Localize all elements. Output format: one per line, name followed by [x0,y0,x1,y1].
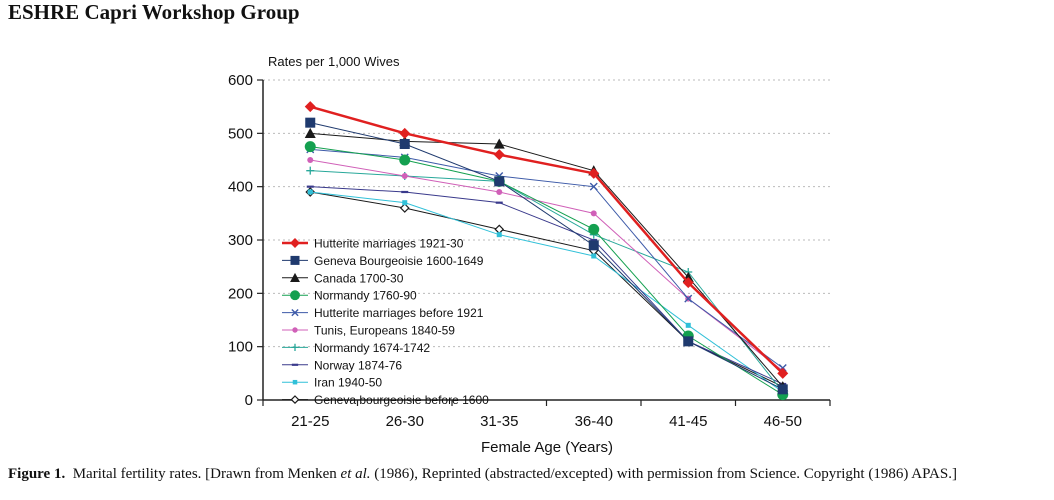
legend-marker-hutterite-marriages-before-1921 [291,308,299,317]
legend-item-tunis-europeans-1840-59: Tunis, Europeans 1840-59 [282,324,455,338]
point-hutterite-marriages-before-1921-36-40 [589,182,598,191]
point-geneva-bourgeoisie-1600-1649-21-25 [305,117,316,128]
point-hutterite-marriages-1921-30-41-45 [682,277,694,289]
x-tick-label-46-50: 46-50 [764,413,802,430]
series-line-hutterite-marriages-before-1921 [310,148,784,369]
point-geneva-bourgeoisie-1600-1649-26-30 [399,139,410,149]
legend-marker-geneva-bourgeoisie-1600-1649 [290,255,300,265]
legend-marker-normandy-1760-90 [290,290,300,301]
legend-item-norway-1874-76: Norway 1874-76 [282,358,402,372]
point-canada-1700-30-21-25 [304,127,316,139]
point-geneva-bourgeoisie-1600-1649-36-40 [588,240,599,251]
point-geneva-bourgeoisie-before-1600-31-35 [494,224,505,235]
x-axis-label: Female Age (Years) [481,439,613,456]
x-tick-label-21-25: 21-25 [291,413,329,430]
legend-label-geneva-bourgeoisie-1600-1649: Geneva Bourgeoisie 1600-1649 [314,254,484,268]
legend-marker-iran-1940-50 [292,379,298,385]
series-line-hutterite-marriages-1921-30 [309,105,784,375]
series-line-normandy-1674-1742 [310,170,784,393]
y-tick-label-600: 600 [228,72,253,89]
y-axis-label: Rates per 1,000 Wives [268,54,400,69]
legend-marker-tunis-europeans-1840-59 [292,327,298,333]
point-geneva-bourgeoisie-1600-1649-31-35 [494,176,505,187]
chart: Rates per 1,000 Wives Female Age (Years)… [228,54,831,456]
point-iran-1940-50-41-45 [685,322,691,328]
legend-label-canada-1700-30: Canada 1700-30 [314,271,404,285]
point-hutterite-marriages-1921-30-21-25 [304,101,316,113]
point-hutterite-marriages-1921-30-46-50 [777,367,789,379]
point-geneva-bourgeoisie-before-1600-26-30 [399,203,410,213]
y-tick-label-300: 300 [228,232,253,249]
legend-label-tunis-europeans-1840-59: Tunis, Europeans 1840-59 [314,324,455,338]
x-tick-label-36-40: 36-40 [575,413,613,430]
point-hutterite-marriages-1921-30-26-30 [399,127,411,139]
legend-label-normandy-1674-1742: Normandy 1674-1742 [314,341,430,355]
caption-text-2: (1986), Reprinted (abstracted/excepted) … [370,466,957,482]
x-tick-label-41-45: 41-45 [669,413,707,430]
x-tick-label-26-30: 26-30 [386,413,424,430]
legend-label-iran-1940-50: Iran 1940-50 [314,376,382,390]
point-tunis-europeans-1840-59-36-40 [590,210,597,217]
legend: Hutterite marriages 1921-30 Geneva Bourge… [282,237,489,407]
legend-item-geneva-bourgeoisie-before-1600: Geneva bourgeoisie before 1600 [282,393,489,407]
series-line-norway-1874-76 [310,186,783,385]
legend-marker-geneva-bourgeoisie-before-1600 [290,395,300,405]
figure-caption: Figure 1. Marital fertility rates. [Draw… [8,466,957,483]
point-canada-1700-30-31-35 [493,138,505,149]
point-iran-1940-50-21-25 [307,189,313,195]
legend-marker-canada-1700-30 [290,272,300,283]
legend-label-normandy-1760-90: Normandy 1760-90 [314,289,417,303]
series-geneva-bourgeoisie-1600-1649 [305,117,788,395]
point-geneva-bourgeoisie-1600-1649-41-45 [683,336,694,347]
caption-label: Figure 1. [8,466,66,482]
legend-item-hutterite-marriages-before-1921: Hutterite marriages before 1921 [282,306,484,320]
y-tick-label-400: 400 [228,179,253,196]
series-group [304,101,789,401]
x-tick-label-31-35: 31-35 [480,413,518,430]
point-geneva-bourgeoisie-1600-1649-46-50 [777,384,788,395]
caption-text-italic: et al. [340,466,371,482]
legend-item-geneva-bourgeoisie-1600-1649: Geneva Bourgeoisie 1600-1649 [282,254,484,268]
caption-text-1: Marital fertility rates. [Drawn from Men… [72,466,341,482]
point-tunis-europeans-1840-59-21-25 [307,157,314,163]
axes [257,79,831,406]
point-hutterite-marriages-1921-30-36-40 [588,167,600,179]
y-tick-label-100: 100 [228,339,253,356]
point-normandy-1760-90-21-25 [304,141,316,153]
point-iran-1940-50-31-35 [496,232,502,238]
point-hutterite-marriages-before-1921-41-45 [684,294,693,303]
point-hutterite-marriages-1921-30-31-35 [493,149,505,161]
legend-item-normandy-1760-90: Normandy 1760-90 [282,289,417,303]
x-tick-labels: 21-25 26-30 31-35 36-40 41-45 46-50 [291,413,802,430]
page-header: ESHRE Capri Workshop Group [8,0,300,24]
legend-item-hutterite-marriages-1921-30: Hutterite marriages 1921-30 [282,237,464,251]
series-hutterite-marriages-1921-30 [304,101,789,379]
point-tunis-europeans-1840-59-26-30 [401,173,408,179]
point-normandy-1674-1742-21-25 [306,166,315,175]
legend-item-canada-1700-30: Canada 1700-30 [282,271,404,285]
y-tick-label-200: 200 [228,285,253,302]
series-line-geneva-bourgeoisie-1600-1649 [310,122,783,390]
y-tick-label-0: 0 [245,392,253,409]
legend-label-geneva-bourgeoisie-before-1600: Geneva bourgeoisie before 1600 [314,393,489,407]
series-line-normandy-1760-90 [310,146,784,396]
point-normandy-1760-90-26-30 [399,154,411,166]
point-tunis-europeans-1840-59-31-35 [496,189,503,195]
point-iran-1940-50-36-40 [591,253,597,259]
legend-label-hutterite-marriages-before-1921: Hutterite marriages before 1921 [314,306,484,320]
y-tick-label-500: 500 [228,125,253,142]
legend-marker-hutterite-marriages-1921-30 [290,238,300,248]
legend-item-normandy-1674-1742: Normandy 1674-1742 [282,341,430,355]
point-iran-1940-50-26-30 [402,200,408,206]
legend-item-iran-1940-50: Iran 1940-50 [282,376,382,390]
legend-marker-normandy-1674-1742 [291,343,299,351]
point-normandy-1760-90-36-40 [588,223,600,235]
series-line-iran-1940-50 [310,191,784,393]
y-tick-labels: 0 100 200 300 400 500 600 [228,72,253,409]
legend-label-norway-1874-76: Norway 1874-76 [314,358,402,372]
legend-label-hutterite-marriages-1921-30: Hutterite marriages 1921-30 [314,237,464,251]
